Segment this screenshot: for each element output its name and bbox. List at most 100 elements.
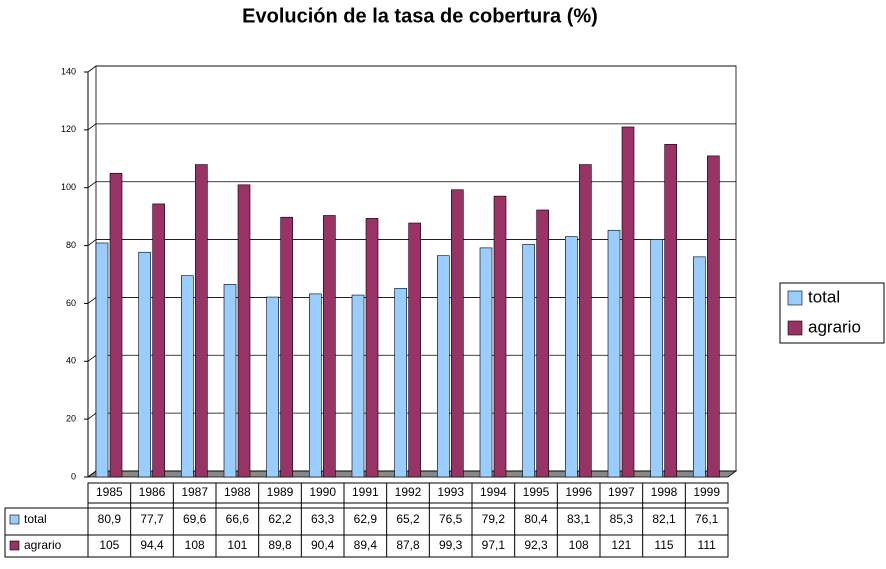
bar [493,195,507,478]
x-tick-label: 1999 [693,485,720,499]
legend-swatch [9,540,20,551]
grid-line-side [87,239,97,246]
x-tick-label: 1997 [608,485,635,499]
table-value: 80,4 [524,512,548,526]
bar [621,126,635,478]
y-tick-label: 100 [61,182,76,192]
table-value: 89,4 [354,538,378,552]
legend-swatch [9,514,20,525]
bar [579,164,592,478]
table-value: 62,2 [268,512,292,526]
table-value: 108 [569,538,589,552]
bar [309,293,322,478]
y-tick-label: 80 [66,240,76,250]
x-tick-label: 1995 [523,485,550,499]
bar [664,144,677,478]
table-row-label: total [24,512,47,526]
y-tick-label: 60 [66,298,76,308]
x-tick-label: 1992 [395,485,422,499]
table-value: 115 [654,538,673,552]
table-value: 63,3 [311,512,335,526]
bar [536,209,549,478]
legend-swatch [787,320,803,336]
table-value: 79,2 [482,512,506,526]
table-value: 76,5 [439,512,463,526]
table-value: 99,3 [439,538,463,552]
bar [181,275,194,478]
bar [365,218,379,478]
bar [95,242,109,478]
bar [451,189,464,478]
x-tick-label: 1998 [651,485,678,499]
table-value: 121 [611,538,631,552]
x-tick-label: 1987 [181,485,208,499]
table-value: 97,1 [482,538,506,552]
grid-line-side [87,181,97,189]
y-tick-label: 140 [61,66,76,76]
bar [280,216,293,478]
table-value: 105 [99,538,119,552]
x-tick-label: 1985 [96,485,123,499]
table-value: 94,4 [140,538,164,552]
table-value: 89,8 [268,538,292,552]
x-tick-label: 1994 [480,485,507,499]
bar [479,247,493,478]
table-value: 80,9 [98,512,122,526]
legend-swatch [787,290,803,306]
bar [394,288,407,478]
table-value: 108 [185,538,205,552]
y-tick-label: 20 [66,414,76,424]
table-value: 87,8 [396,538,420,552]
bar [437,255,450,478]
table-value: 82,1 [652,512,676,526]
table-value: 85,3 [610,512,634,526]
table-value: 65,2 [396,512,420,526]
y-tick-label: 120 [61,124,76,134]
bar [237,184,251,478]
table-value: 101 [227,538,247,552]
table-row-label: agrario [24,538,62,552]
legend-label: agrario [808,317,861,336]
table-frame [4,507,729,558]
table-value: 111 [698,538,717,552]
grid-line-side [87,354,97,362]
table-value: 66,6 [226,512,250,526]
bar [650,239,663,478]
bar [109,172,123,478]
bar [266,296,279,478]
bar [323,215,336,478]
grid-line-side [87,297,97,304]
table-value: 62,9 [354,512,378,526]
bar [522,244,535,478]
x-tick-label: 1996 [565,485,592,499]
y-tick-label: 0 [71,471,76,481]
x-tick-label: 1993 [437,485,464,499]
chart-title: Evolución de la tasa de cobertura (%) [242,5,598,27]
bar [408,222,421,478]
bar [707,155,720,478]
x-tick-label: 1988 [224,485,251,499]
table-value: 69,6 [183,512,207,526]
x-tick-label: 1989 [267,485,294,499]
x-tick-label: 1986 [139,485,166,499]
bar [351,294,365,478]
bar [223,284,237,478]
grid-line-side [87,412,97,420]
grid-line-side [87,65,97,73]
table-value: 90,4 [311,538,335,552]
table-value: 92,3 [524,538,548,552]
y-tick-label: 40 [66,356,76,366]
x-tick-label: 1991 [352,485,379,499]
bar [693,256,706,478]
bar [195,164,208,478]
bar [607,229,621,478]
legend-label: total [808,287,840,306]
grid-line-side [87,123,97,131]
bar [565,236,578,478]
table-value: 83,1 [567,512,591,526]
x-tick-label: 1990 [309,485,336,499]
table-value: 76,1 [695,512,719,526]
grid-line-side [87,470,97,478]
legend-frame [779,282,885,344]
